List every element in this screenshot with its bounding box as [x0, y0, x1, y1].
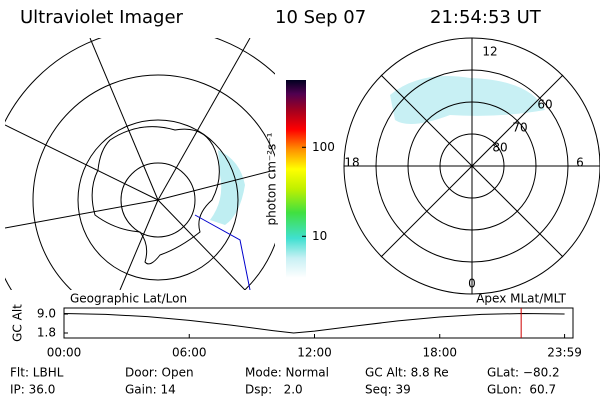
status-field: GLat: −80.2: [487, 366, 560, 380]
date: 10 Sep 07: [275, 7, 366, 28]
alt-frame: [63, 307, 574, 339]
caption: Apex MLat/MLT: [476, 292, 566, 306]
x-tick-label: 18:00: [422, 346, 457, 360]
left-map: [5, 38, 275, 290]
status-field: GLon: 60.7: [487, 383, 556, 397]
colorbar: [286, 80, 306, 278]
x-tick-label: 23:59: [547, 346, 582, 360]
terminator: [194, 214, 251, 290]
alt-ylabel: GC Alt: [11, 304, 25, 342]
status-field: Flt: LBHL: [10, 366, 64, 380]
y-tick-label: 1.8: [37, 326, 56, 340]
colorbar-label: photon cm⁻²s⁻¹: [265, 132, 279, 225]
caption: Geographic Lat/Lon: [70, 292, 187, 306]
status-field: GC Alt: 8.8 Re: [365, 366, 449, 380]
mlt-label: 12: [482, 45, 497, 59]
status-field: Dsp: 2.0: [245, 383, 303, 397]
x-tick-label: 12:00: [297, 346, 332, 360]
lat-label: 60: [537, 98, 552, 112]
mlt-label: 6: [576, 156, 584, 170]
colorbar-tick-label: 100: [312, 140, 335, 154]
status-field: Mode: Normal: [245, 366, 329, 380]
aurora: [210, 150, 245, 225]
x-tick-label: 06:00: [172, 346, 207, 360]
status-field: Door: Open: [125, 366, 194, 380]
title: Ultraviolet Imager: [20, 7, 184, 28]
lat-label: 70: [512, 121, 527, 135]
time: 21:54:53 UT: [430, 7, 542, 28]
lat-label: 80: [492, 141, 507, 155]
x-tick-label: 00:00: [47, 346, 82, 360]
altitude-line: [63, 313, 565, 334]
y-tick-label: 9.0: [37, 307, 56, 321]
status-field: IP: 36.0: [10, 383, 55, 397]
status-field: Seq: 39: [365, 383, 411, 397]
mlt-label: 0: [468, 277, 476, 291]
colorbar-tick-label: 10: [312, 229, 327, 243]
mlt-label: 18: [344, 156, 359, 170]
status-field: Gain: 14: [125, 383, 176, 397]
